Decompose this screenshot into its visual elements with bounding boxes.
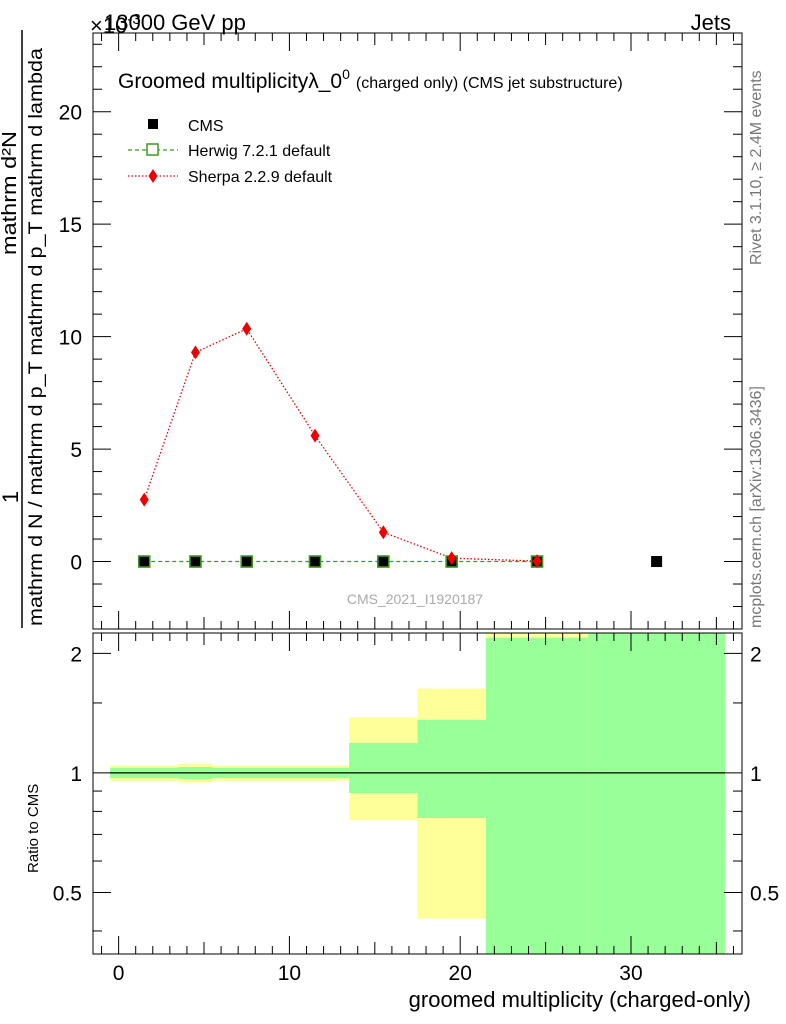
herwig-point [189, 555, 202, 568]
analysis-watermark: CMS_2021_I1920187 [347, 591, 483, 607]
ratio-xtick-label: 10 [278, 962, 301, 985]
legend-marker-cms [148, 119, 158, 129]
top-panel: 0 5 10 15 20 [59, 33, 742, 629]
rivet-label: Rivet 3.1.10, ≥ 2.4M events [748, 70, 765, 265]
legend-label-cms: CMS [188, 118, 224, 135]
top-ytick-label: 20 [59, 102, 82, 125]
sherpa-point [310, 428, 320, 443]
ylabel-top: mathrm d²N [0, 131, 21, 255]
herwig-point [377, 555, 390, 568]
ratio-band-green [417, 719, 486, 818]
mcplots-label: mcplots.cern.ch [arXiv:1306.3436] [748, 386, 765, 628]
ratio-ytick-label-right: 2 [750, 643, 762, 666]
top-ytick-label: 5 [70, 439, 82, 462]
ratio-ylabel: Ratio to CMS [25, 784, 42, 873]
top-panel-frame [92, 32, 743, 630]
ylabel-frac-numerator: 1 [0, 491, 23, 503]
top-ytick-label: 0 [70, 552, 82, 575]
sherpa-point [447, 551, 457, 566]
ratio-ytick-label-right: 1 [750, 763, 762, 786]
top-ylabel: 1 mathrm d N / mathrm d p_T mathrm d p_T… [0, 30, 47, 628]
herwig-point [137, 555, 151, 568]
legend-label-herwig: Herwig 7.2.1 default [188, 143, 331, 160]
ratio-ytick-label: 1 [70, 763, 82, 786]
bottom-panel: 0.5 0.51 12 20 10 20 30 [53, 633, 779, 985]
cms-point [651, 556, 663, 568]
herwig-point [240, 555, 254, 568]
sherpa-point [242, 321, 252, 336]
ratio-xtick-label: 0 [113, 962, 125, 985]
sherpa-point [532, 554, 542, 569]
ratio-band-green [349, 742, 418, 793]
ratio-xlabel: groomed multiplicity (charged-only) [409, 987, 751, 1012]
ratio-ytick-label: 0.5 [53, 882, 82, 905]
sherpa-point [139, 492, 149, 507]
process-label: Jets [691, 10, 731, 35]
sherpa-series-line [143, 327, 538, 562]
legend: CMS Herwig 7.2.1 default Sherpa 2.2.9 de… [128, 118, 333, 186]
ratio-xtick-label: 30 [619, 962, 642, 985]
top-ytick-label: 10 [59, 327, 82, 350]
legend-marker-sherpa [148, 169, 158, 183]
ratio-band-green [588, 633, 725, 954]
cms-point [241, 556, 253, 568]
ylabel-bottom: mathrm d N / mathrm d p_T mathrm d p_T m… [26, 48, 47, 626]
herwig-point [308, 555, 322, 568]
exponent-label: ×10-3 [90, 11, 141, 38]
ratio-ytick-label-right: 0.5 [750, 882, 779, 905]
cms-point [138, 556, 150, 568]
ratio-xtick-label: 20 [449, 962, 472, 985]
energy-label: 13000 GeV pp [104, 10, 246, 35]
legend-label-sherpa: Sherpa 2.2.9 default [188, 169, 333, 186]
bottom-panel-frame [92, 632, 743, 955]
cms-point [377, 556, 389, 568]
cms-point [189, 556, 201, 568]
top-ytick-label: 15 [59, 214, 82, 237]
cms-point [309, 556, 321, 568]
ratio-ytick-label: 2 [70, 643, 82, 666]
chart-title: Groomed multiplicityλ_00(charged only) (… [118, 66, 623, 93]
sherpa-point [190, 345, 200, 360]
legend-marker-herwig [146, 143, 159, 156]
ratio-band-green [485, 637, 589, 954]
sherpa-point [378, 525, 388, 540]
